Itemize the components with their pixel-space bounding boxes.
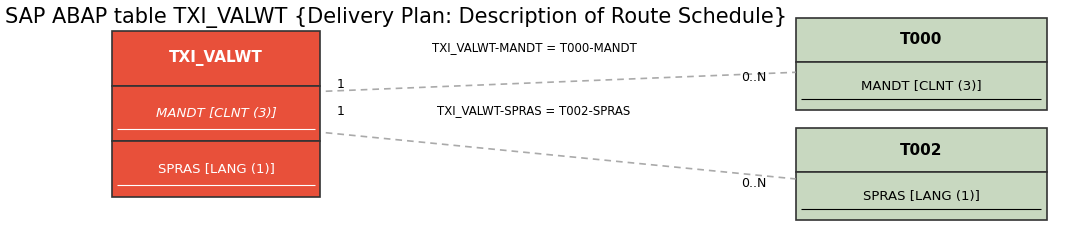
FancyBboxPatch shape — [112, 86, 320, 141]
Text: T002: T002 — [900, 143, 942, 158]
Text: 1: 1 — [336, 78, 344, 91]
FancyBboxPatch shape — [796, 172, 1047, 220]
Text: 0..N: 0..N — [741, 177, 767, 190]
Text: TXI_VALWT: TXI_VALWT — [170, 50, 263, 66]
Text: MANDT [CLNT (3)]: MANDT [CLNT (3)] — [861, 80, 981, 93]
Text: TXI_VALWT-MANDT = T000-MANDT: TXI_VALWT-MANDT = T000-MANDT — [431, 41, 637, 54]
Text: TXI_VALWT-SPRAS = T002-SPRAS: TXI_VALWT-SPRAS = T002-SPRAS — [438, 104, 630, 117]
FancyBboxPatch shape — [796, 62, 1047, 110]
Text: MANDT [CLNT (3)]: MANDT [CLNT (3)] — [156, 107, 277, 120]
FancyBboxPatch shape — [796, 18, 1047, 62]
FancyBboxPatch shape — [112, 141, 320, 197]
Text: 0..N: 0..N — [741, 71, 767, 83]
Text: SAP ABAP table TXI_VALWT {Delivery Plan: Description of Route Schedule}: SAP ABAP table TXI_VALWT {Delivery Plan:… — [5, 7, 787, 28]
FancyBboxPatch shape — [112, 31, 320, 86]
Text: T000: T000 — [900, 32, 942, 47]
Text: SPRAS [LANG (1)]: SPRAS [LANG (1)] — [863, 190, 979, 203]
Text: SPRAS [LANG (1)]: SPRAS [LANG (1)] — [158, 163, 274, 176]
FancyBboxPatch shape — [796, 128, 1047, 172]
Text: 1: 1 — [336, 105, 344, 118]
